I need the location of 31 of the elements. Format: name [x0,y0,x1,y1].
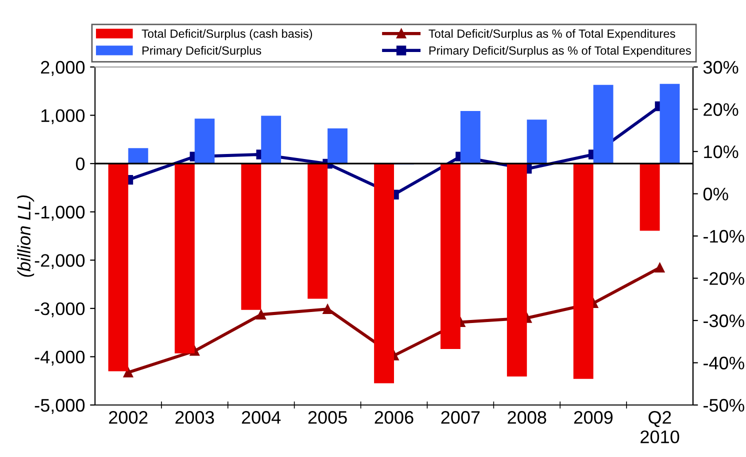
x-tick-label: 2009 [574,411,613,424]
legend-label: Primary Deficit/Surplus [142,46,262,58]
y2-tick-label: -20% [704,272,744,285]
y2-tick-label: -30% [704,314,744,328]
x-tick-label: Q2 2010 [640,411,680,444]
legend-label: Total Deficit/Surplus as % of Total Expenditures [428,29,676,40]
y2-tick-label: 20% [704,103,738,116]
y2-tick-label: 0% [703,188,728,200]
x-tick-label: 2008 [508,411,546,424]
y2-tick-label: -40% [704,356,744,370]
y-tick-label: 2,000 [41,60,85,76]
x-tick-label: 2005 [308,411,347,424]
legend-label: Primary Deficit/Surplus as % of Total Expenditures [429,46,691,58]
y-tick-label: -1,000 [34,206,85,221]
y-tick-label: -4,000 [34,350,85,366]
x-tick-label: 2006 [374,411,414,424]
y2-tick-label: 30% [703,60,738,74]
x-tick-label: 2002 [109,411,148,424]
x-tick-label: 2004 [242,411,281,424]
legend-label: Total Deficit/Surplus (cash basis) [142,29,312,40]
y-tick-label: 1,000 [41,109,85,124]
y-tick-label: -3,000 [34,302,85,318]
y2-tick-label: -10% [704,230,744,243]
x-tick-label: 2007 [441,411,480,424]
y2-tick-label: -50% [704,398,744,412]
y-tick-label: -2,000 [34,254,85,269]
y-tick-label: 0 [76,158,85,170]
x-tick-label: 2003 [175,411,214,424]
y-tick-label: -5,000 [34,398,85,414]
y-axis-title: (billion LL) [17,195,34,277]
y2-tick-label: 10% [704,145,738,158]
